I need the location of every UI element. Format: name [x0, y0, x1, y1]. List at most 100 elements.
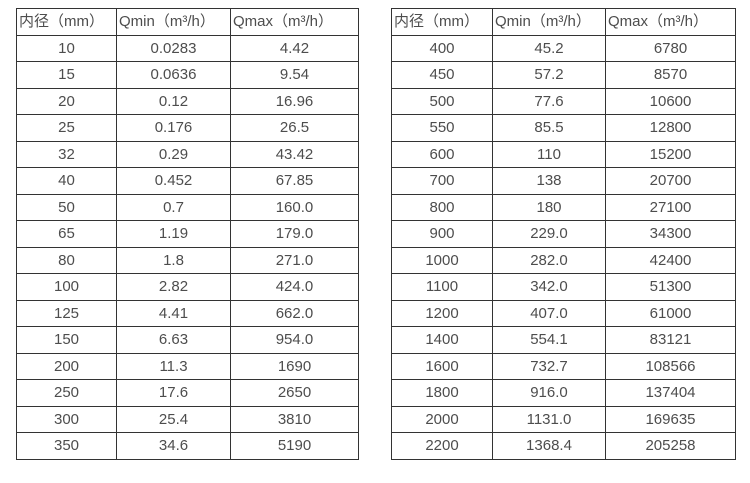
- table-cell: 0.176: [116, 114, 231, 142]
- table-cell: 15: [16, 61, 117, 89]
- table-cell: 150: [16, 326, 117, 354]
- table-cell: 11.3: [116, 352, 231, 380]
- table-cell: 0.0636: [116, 61, 231, 89]
- column-header: Qmax（m³/h）: [230, 8, 359, 36]
- table-cell: 1600: [391, 352, 493, 380]
- table-cell: 342.0: [492, 273, 606, 301]
- table-row: 32 0.29 43.42: [16, 140, 359, 168]
- table-cell: 1690: [230, 352, 359, 380]
- table-cell: 8570: [605, 61, 736, 89]
- table-cell: 5190: [230, 432, 359, 460]
- table-row: 250 17.6 2650: [16, 379, 359, 407]
- table-cell: 27100: [605, 193, 736, 221]
- table-cell: 50: [16, 193, 117, 221]
- table-cell: 77.6: [492, 87, 606, 115]
- table-row: 800 180 27100: [391, 193, 736, 221]
- flow-table-large-diameters: 内径（mm） Qmin（m³/h） Qmax（m³/h） 400 45.2 6780 45…: [391, 8, 736, 460]
- table-cell: 180: [492, 193, 606, 221]
- table-row: 2200 1368.4 205258: [391, 432, 736, 460]
- table-cell: 169635: [605, 405, 736, 433]
- table-cell: 20700: [605, 167, 736, 195]
- table-cell: 83121: [605, 326, 736, 354]
- table-cell: 554.1: [492, 326, 606, 354]
- table-cell: 57.2: [492, 61, 606, 89]
- table-cell: 0.7: [116, 193, 231, 221]
- table-cell: 25.4: [116, 405, 231, 433]
- table-cell: 3810: [230, 405, 359, 433]
- column-header: Qmin（m³/h）: [116, 8, 231, 36]
- table-row: 125 4.41 662.0: [16, 299, 359, 327]
- table-row: 400 45.2 6780: [391, 34, 736, 62]
- table-row: 300 25.4 3810: [16, 405, 359, 433]
- table-cell: 424.0: [230, 273, 359, 301]
- table-cell: 400: [391, 34, 493, 62]
- table-row: 100 2.82 424.0: [16, 273, 359, 301]
- table-cell: 42400: [605, 246, 736, 274]
- table-cell: 1200: [391, 299, 493, 327]
- table-cell: 450: [391, 61, 493, 89]
- table-cell: 229.0: [492, 220, 606, 248]
- table-cell: 137404: [605, 379, 736, 407]
- table-cell: 732.7: [492, 352, 606, 380]
- table-cell: 1.8: [116, 246, 231, 274]
- table-cell: 6.63: [116, 326, 231, 354]
- table-cell: 45.2: [492, 34, 606, 62]
- table-cell: 1000: [391, 246, 493, 274]
- table-cell: 500: [391, 87, 493, 115]
- table-cell: 110: [492, 140, 606, 168]
- table-cell: 160.0: [230, 193, 359, 221]
- table-cell: 350: [16, 432, 117, 460]
- table-row: 600 110 15200: [391, 140, 736, 168]
- table-row: 20 0.12 16.96: [16, 87, 359, 115]
- table-cell: 17.6: [116, 379, 231, 407]
- table-cell: 0.12: [116, 87, 231, 115]
- table-cell: 10: [16, 34, 117, 62]
- column-header: 内径（mm）: [16, 8, 117, 36]
- table-cell: 954.0: [230, 326, 359, 354]
- table-cell: 282.0: [492, 246, 606, 274]
- table-row: 80 1.8 271.0: [16, 246, 359, 274]
- table-cell: 1800: [391, 379, 493, 407]
- table-row: 65 1.19 179.0: [16, 220, 359, 248]
- flow-table-small-diameters: 内径（mm） Qmin（m³/h） Qmax（m³/h） 10 0.0283 4.42 1…: [16, 8, 359, 460]
- table-row: 1800 916.0 137404: [391, 379, 736, 407]
- table-cell: 1368.4: [492, 432, 606, 460]
- table-cell: 26.5: [230, 114, 359, 142]
- table-cell: 51300: [605, 273, 736, 301]
- table-cell: 43.42: [230, 140, 359, 168]
- table-row: 450 57.2 8570: [391, 61, 736, 89]
- table-cell: 10600: [605, 87, 736, 115]
- table-cell: 6780: [605, 34, 736, 62]
- table-cell: 61000: [605, 299, 736, 327]
- table-cell: 9.54: [230, 61, 359, 89]
- table-cell: 0.452: [116, 167, 231, 195]
- table-cell: 15200: [605, 140, 736, 168]
- table-cell: 200: [16, 352, 117, 380]
- column-header: Qmin（m³/h）: [492, 8, 606, 36]
- table-cell: 2200: [391, 432, 493, 460]
- table-row: 1400 554.1 83121: [391, 326, 736, 354]
- table-cell: 65: [16, 220, 117, 248]
- table-cell: 4.42: [230, 34, 359, 62]
- table-cell: 1131.0: [492, 405, 606, 433]
- table-cell: 32: [16, 140, 117, 168]
- table-row: 350 34.6 5190: [16, 432, 359, 460]
- table-cell: 900: [391, 220, 493, 248]
- header-row: 内径（mm） Qmin（m³/h） Qmax（m³/h）: [391, 8, 736, 36]
- header-row: 内径（mm） Qmin（m³/h） Qmax（m³/h）: [16, 8, 359, 36]
- table-cell: 85.5: [492, 114, 606, 142]
- table-cell: 700: [391, 167, 493, 195]
- table-cell: 2.82: [116, 273, 231, 301]
- table-cell: 205258: [605, 432, 736, 460]
- table-cell: 2650: [230, 379, 359, 407]
- table-cell: 16.96: [230, 87, 359, 115]
- column-header: 内径（mm）: [391, 8, 493, 36]
- table-cell: 600: [391, 140, 493, 168]
- table-row: 2000 1131.0 169635: [391, 405, 736, 433]
- table-cell: 100: [16, 273, 117, 301]
- table-cell: 20: [16, 87, 117, 115]
- table-cell: 250: [16, 379, 117, 407]
- table-cell: 0.29: [116, 140, 231, 168]
- table-cell: 1100: [391, 273, 493, 301]
